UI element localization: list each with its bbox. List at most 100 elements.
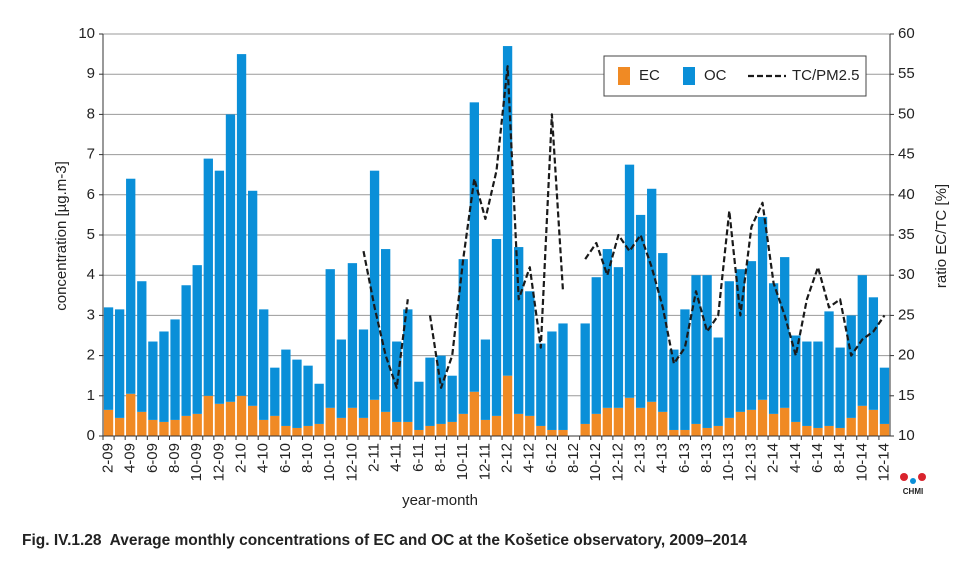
y-tick-label: 8 — [87, 105, 95, 122]
bar — [835, 427, 845, 436]
bar — [303, 425, 313, 436]
x-tick-label: 6-13 — [676, 443, 693, 473]
bar — [347, 263, 358, 408]
bar — [247, 190, 258, 406]
bar — [635, 214, 646, 408]
bar — [259, 419, 269, 436]
x-tick-label: 2-10 — [233, 443, 250, 473]
bar — [868, 409, 879, 436]
y-tick-label: 5 — [87, 226, 95, 243]
bar — [580, 423, 590, 436]
bar — [148, 341, 158, 420]
bar — [735, 269, 746, 412]
bar — [103, 409, 114, 436]
x-tick-label: 8-12 — [565, 443, 582, 473]
bar — [547, 331, 557, 430]
bar — [392, 421, 402, 436]
bar — [314, 383, 324, 424]
bar — [669, 349, 679, 430]
bar — [658, 411, 668, 436]
bar — [336, 417, 346, 436]
x-tick-label: 8-14 — [831, 443, 848, 473]
y2-tick-label: 50 — [898, 105, 915, 122]
x-tick-label: 6-09 — [144, 443, 161, 473]
bar — [148, 419, 158, 436]
y2-tick-label: 25 — [898, 306, 915, 323]
bar — [436, 423, 446, 436]
y2-tick-label: 45 — [898, 146, 915, 163]
bar — [203, 158, 213, 396]
x-tick-label: 10-12 — [587, 443, 604, 481]
x-tick-label: 6-12 — [543, 443, 560, 473]
bar — [137, 281, 147, 412]
bar — [369, 170, 380, 400]
bar — [358, 417, 369, 436]
bar — [103, 307, 114, 410]
bar — [525, 291, 535, 416]
bar — [114, 417, 125, 436]
x-tick-label: 12-14 — [875, 443, 892, 481]
bar — [624, 164, 635, 398]
bar — [746, 409, 757, 436]
bar — [602, 407, 613, 436]
bar — [768, 283, 779, 414]
y-tick-label: 7 — [87, 146, 95, 163]
bar — [713, 337, 723, 426]
bar — [314, 423, 324, 436]
bar — [802, 425, 812, 436]
bar — [203, 395, 213, 436]
x-tick-label: 10-10 — [321, 443, 338, 481]
bar — [824, 425, 834, 436]
bar — [259, 309, 269, 420]
x-tick-label: 4-11 — [388, 443, 405, 472]
legend: EC OC TC/PM2.5 — [603, 55, 867, 97]
bar — [680, 309, 690, 430]
x-tick-label: 8-11 — [432, 443, 449, 472]
legend-swatch — [618, 67, 630, 85]
bar — [879, 367, 890, 424]
bar — [214, 403, 225, 436]
bar — [813, 427, 823, 436]
bar — [857, 405, 867, 436]
x-tick-label: 6-14 — [809, 443, 826, 473]
x-tick-label: 2-13 — [632, 443, 649, 473]
bar — [691, 423, 701, 436]
bar — [281, 349, 291, 426]
y2-tick-label: 10 — [898, 427, 915, 444]
bar — [170, 319, 180, 420]
y-axis-label: concentration [µg.m-3] — [53, 161, 70, 311]
bar — [270, 367, 280, 416]
y2-tick-label: 20 — [898, 347, 915, 364]
bar — [380, 411, 391, 436]
bar — [480, 339, 491, 420]
legend-label: TC/PM2.5 — [792, 67, 860, 84]
bar — [791, 421, 801, 436]
x-tick-label: 8-13 — [698, 443, 715, 473]
bar — [292, 359, 302, 428]
bar — [602, 249, 613, 408]
x-tick-label: 4-09 — [122, 443, 139, 473]
bar — [791, 335, 801, 422]
x-tick-label: 12-13 — [742, 443, 759, 481]
x-tick-label: 10-13 — [720, 443, 737, 481]
bar — [414, 381, 424, 430]
bar — [469, 102, 479, 392]
x-tick-label: 12-12 — [609, 443, 626, 481]
bar — [635, 407, 646, 436]
bar — [514, 247, 524, 414]
y-tick-label: 6 — [87, 186, 95, 203]
caption: Fig. IV.1.28 Average monthly concentrati… — [22, 532, 747, 549]
legend-box — [603, 55, 867, 97]
bar — [713, 425, 723, 436]
bar — [447, 375, 457, 422]
bar — [613, 407, 624, 436]
x-tick-label: 8-10 — [299, 443, 316, 473]
bar — [403, 421, 413, 436]
bar — [868, 297, 879, 410]
y2-tick-label: 40 — [898, 186, 915, 203]
bar — [780, 257, 790, 408]
bar — [879, 423, 890, 436]
x-tick-label: 8-09 — [166, 443, 183, 473]
x-tick-label: 2-12 — [499, 443, 516, 473]
bar — [347, 407, 358, 436]
